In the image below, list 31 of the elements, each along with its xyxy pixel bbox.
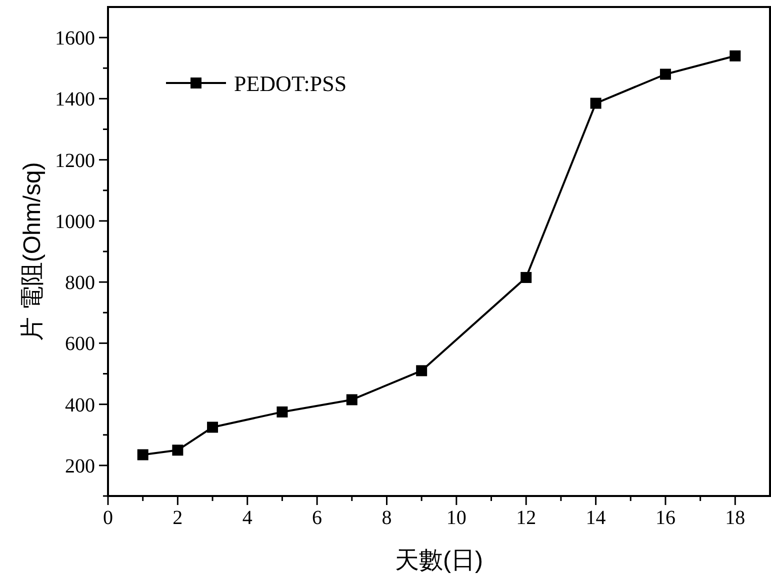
x-tick-label: 4 [242, 507, 252, 529]
x-tick-label: 2 [172, 507, 183, 529]
y-tick-label: 800 [65, 272, 95, 294]
x-axis-title: 天數(日) [395, 547, 483, 574]
point [172, 444, 184, 456]
y-axis-title: 片 電阻(Ohm/sq) [19, 162, 46, 341]
x-tick-label: 18 [725, 507, 746, 529]
point [207, 422, 218, 433]
y-tick-label: 400 [65, 394, 95, 416]
point [346, 394, 358, 406]
x-tick-label: 14 [586, 507, 606, 529]
point [730, 50, 741, 62]
point [276, 406, 288, 418]
y-tick-label: 1400 [55, 88, 95, 111]
x-tick-label: 6 [312, 507, 322, 529]
x-tick-label: 12 [516, 507, 536, 529]
x-tick-label: 10 [446, 507, 466, 529]
point [416, 365, 428, 376]
point [520, 272, 532, 283]
legend-label: PEDOT:PSS [234, 71, 347, 96]
y-tick-label: 200 [65, 455, 95, 478]
y-tick-label: 1600 [55, 28, 95, 50]
x-tick-label: 16 [655, 507, 676, 529]
x-tick-label: 0 [103, 507, 113, 529]
y-tick-label: 600 [65, 333, 95, 356]
point [660, 68, 671, 80]
y-tick-label: 1000 [55, 210, 95, 233]
point [590, 98, 602, 109]
x-tick-label: 8 [382, 507, 392, 529]
point [137, 449, 148, 460]
y-tick-label: 1200 [55, 150, 95, 172]
